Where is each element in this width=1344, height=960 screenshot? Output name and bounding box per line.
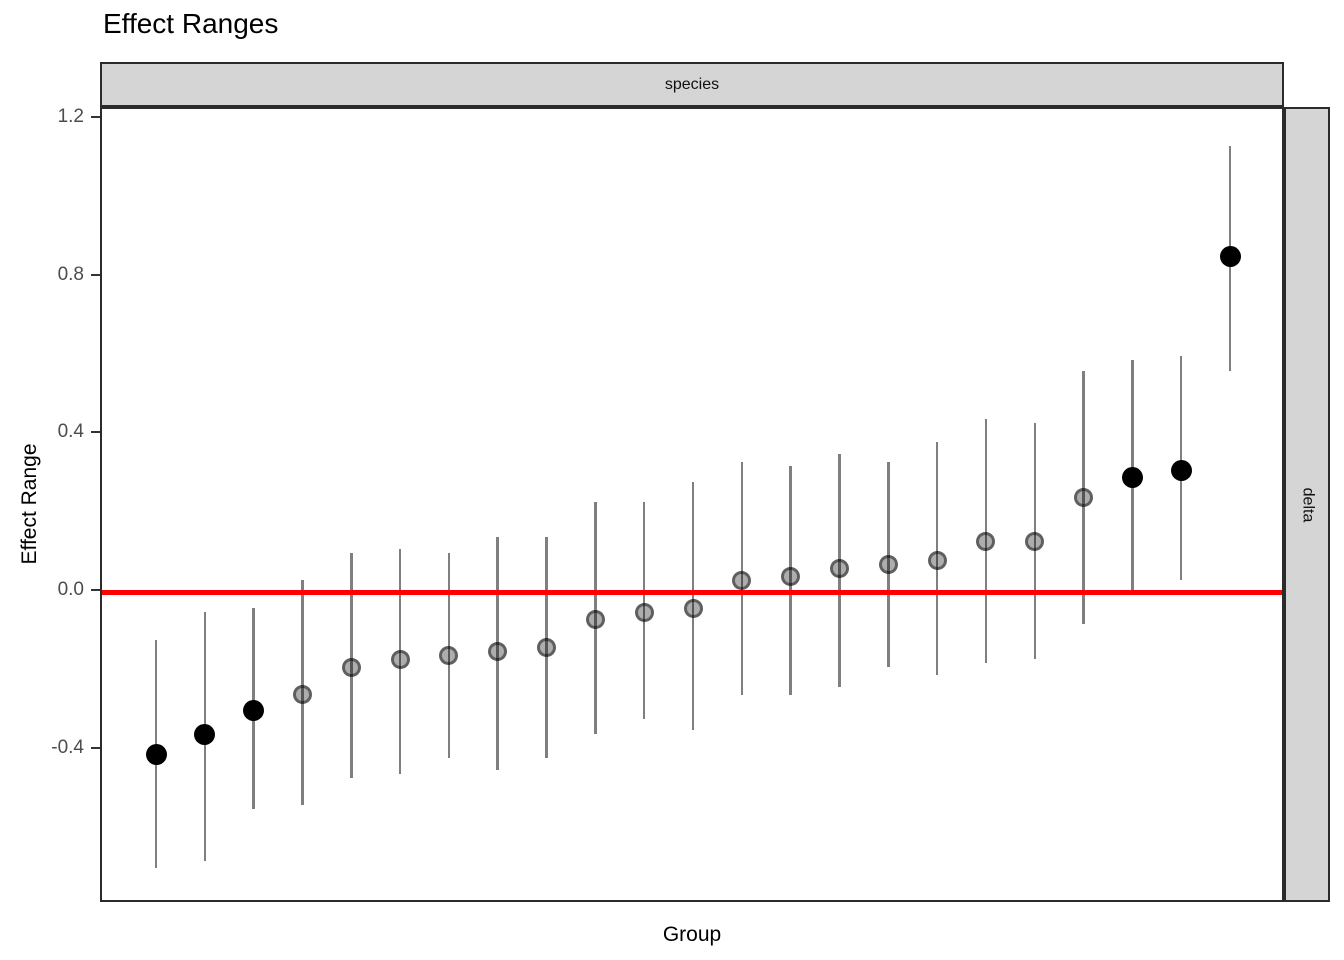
data-point	[976, 531, 996, 551]
data-point	[488, 641, 508, 661]
data-point	[1121, 467, 1143, 489]
y-axis-title: Effect Range	[18, 443, 41, 565]
data-point	[243, 700, 265, 722]
data-point	[439, 645, 459, 665]
y-tick-mark	[91, 747, 100, 750]
data-point	[390, 649, 410, 669]
data-point	[829, 559, 849, 579]
data-point	[927, 551, 947, 571]
data-point	[341, 657, 361, 677]
y-tick-mark	[91, 589, 100, 592]
page-title: Effect Ranges	[103, 8, 279, 39]
data-point	[634, 602, 654, 622]
plot-panel	[100, 107, 1284, 902]
data-point	[537, 638, 557, 658]
data-point	[781, 567, 801, 587]
y-tick-mark	[91, 115, 100, 118]
data-point	[1219, 246, 1241, 268]
x-axis-title: Group	[662, 923, 722, 946]
data-point	[1170, 459, 1192, 481]
y-tick-label: 1.2	[57, 105, 84, 127]
data-point	[878, 555, 898, 575]
y-tick-label: 0.8	[57, 263, 84, 285]
facet-strip-species: species	[100, 62, 1284, 107]
data-point	[194, 723, 216, 745]
facet-strip-species-label: species	[664, 75, 720, 93]
data-point	[683, 598, 703, 618]
facet-strip-delta: delta	[1284, 107, 1330, 902]
y-tick-mark	[91, 273, 100, 276]
data-point	[1025, 531, 1045, 551]
y-tick-mark	[91, 431, 100, 434]
data-point	[145, 743, 167, 765]
y-tick-label: 0.0	[57, 579, 84, 601]
y-tick-label: -0.4	[51, 737, 84, 759]
zero-reference-line	[102, 589, 1282, 595]
data-point	[585, 610, 605, 630]
y-tick-label: 0.4	[57, 421, 84, 443]
data-point	[732, 570, 752, 590]
data-point	[1074, 488, 1094, 508]
facet-strip-delta-label: delta	[1298, 487, 1316, 522]
data-point	[292, 685, 312, 705]
